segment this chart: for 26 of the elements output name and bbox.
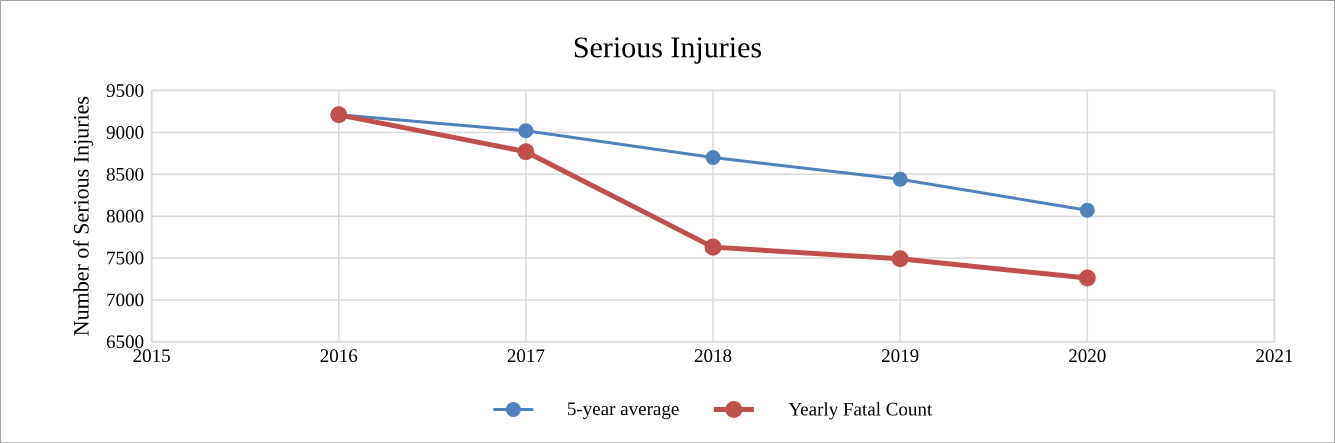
y-tick-label: 6500: [106, 335, 144, 348]
chart-title: Serious Injuries: [574, 37, 762, 64]
x-tick-label: 2020: [1069, 349, 1106, 362]
y-tick-label: 7000: [107, 293, 144, 307]
legend-label: 5-year average: [568, 402, 679, 419]
point: [705, 149, 721, 165]
y-tick-label: 8500: [106, 167, 144, 181]
y-tick-label: 8000: [106, 209, 144, 223]
point: [518, 123, 534, 139]
point: [891, 250, 909, 268]
point: [892, 171, 908, 187]
x-tick-label: 2021: [1256, 349, 1293, 362]
point: [517, 143, 535, 161]
y-tick-label: 9000: [106, 125, 144, 139]
point: [704, 238, 722, 256]
legend-label: Yearly Fatal Count: [788, 402, 933, 420]
x-tick-label: 2018: [694, 349, 732, 362]
y-tick-label: 7500: [107, 251, 144, 265]
y-tick-label: 9500: [106, 84, 144, 97]
point: [1079, 202, 1095, 218]
point: [1078, 269, 1096, 287]
x-tick-label: 2017: [507, 349, 545, 362]
x-tick-label: 2016: [320, 349, 358, 362]
x-tick-label: 2015: [133, 349, 170, 362]
y-axis-title: Number of Serious Injuries: [72, 96, 94, 336]
x-tick-label: 2019: [881, 349, 919, 362]
